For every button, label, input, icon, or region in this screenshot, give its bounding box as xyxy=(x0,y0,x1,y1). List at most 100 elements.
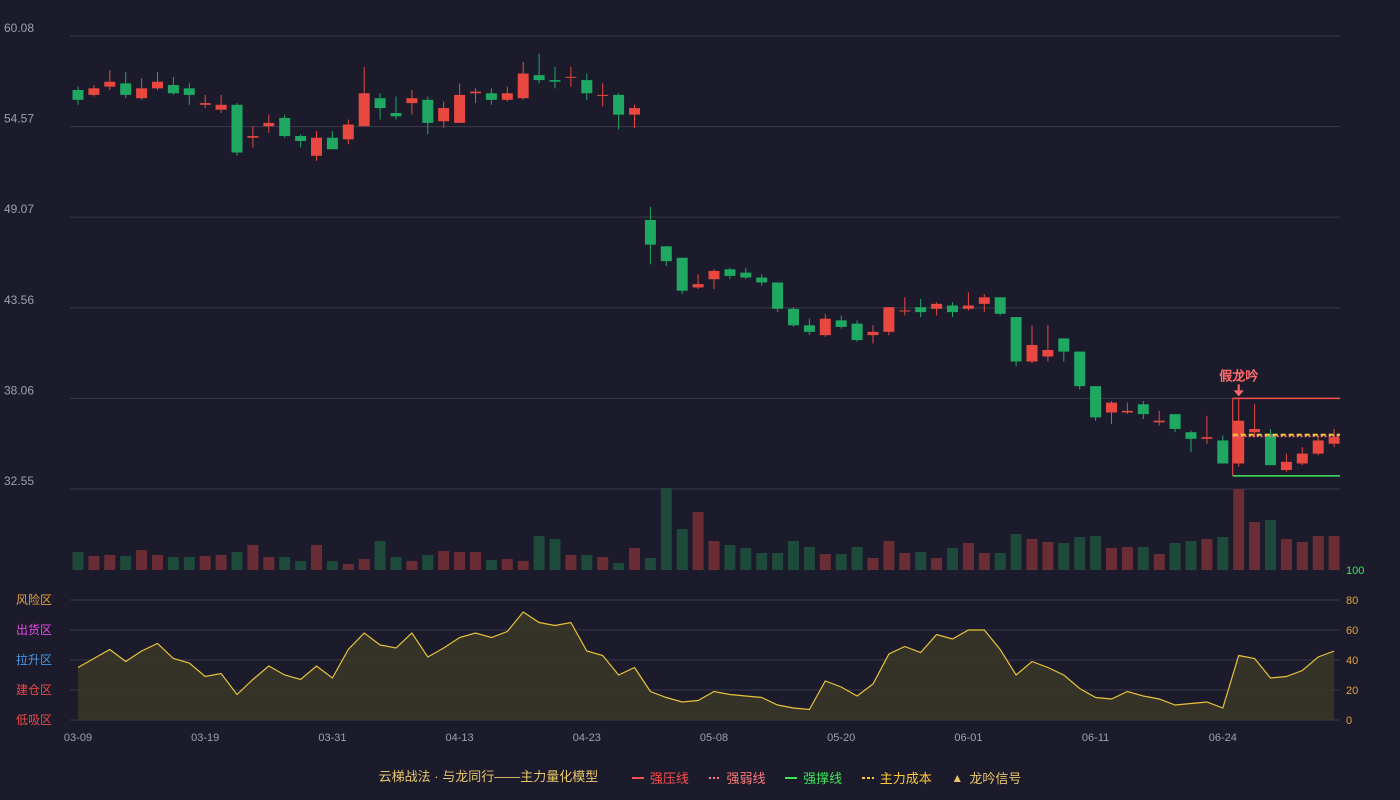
candle-body xyxy=(454,94,466,123)
candle-body xyxy=(1169,414,1181,429)
volume-bar xyxy=(533,536,545,570)
candle-body xyxy=(1296,453,1308,464)
zone-label: 出货区 xyxy=(16,622,52,637)
volume-bar xyxy=(1042,542,1054,570)
candle xyxy=(1201,415,1213,444)
candle xyxy=(978,294,990,313)
candle-body xyxy=(1312,440,1324,454)
price-tick-label: 60.08 xyxy=(4,21,34,35)
candle-body xyxy=(835,320,847,327)
volume-bar xyxy=(422,555,434,570)
candle xyxy=(1042,325,1054,362)
candle xyxy=(1169,414,1181,433)
volume-bar xyxy=(644,558,656,570)
volume-bar xyxy=(167,557,179,570)
volume-bar xyxy=(1217,537,1229,570)
candle xyxy=(788,307,799,327)
candle xyxy=(1058,338,1070,362)
candle-body xyxy=(199,103,211,105)
legend-item-main-cost[interactable]: 主力成本 xyxy=(861,768,932,787)
legend-item-support[interactable]: 强撑线 xyxy=(785,768,842,787)
candle-body xyxy=(883,307,895,332)
volume-bar xyxy=(342,564,354,570)
candle-body xyxy=(915,307,927,313)
volume-bar xyxy=(1201,539,1213,570)
candle-body xyxy=(1042,349,1054,357)
volume-bar xyxy=(454,552,466,570)
down-arrow-icon xyxy=(1233,390,1244,397)
candle xyxy=(565,66,577,87)
volume-bar xyxy=(629,548,640,570)
volume-bar xyxy=(708,541,720,570)
candle-body xyxy=(1185,432,1197,439)
candle-body xyxy=(263,122,275,127)
candle-body xyxy=(1233,420,1245,464)
candle-body xyxy=(183,88,195,95)
candle xyxy=(644,206,656,265)
volume-bar xyxy=(1265,520,1276,570)
volume-bar xyxy=(803,547,815,570)
candle xyxy=(183,83,195,105)
candle xyxy=(358,66,370,127)
volume-bar xyxy=(374,541,386,570)
strong-pressure-line-icon xyxy=(631,776,644,779)
volume-bar xyxy=(740,548,752,570)
x-tick-label: 04-23 xyxy=(573,732,601,744)
grid-layer xyxy=(70,35,1340,721)
volume-bar xyxy=(231,552,243,570)
candle xyxy=(1074,351,1086,390)
volume-bar xyxy=(962,543,974,570)
candle-body xyxy=(422,99,434,123)
volume-bar xyxy=(199,556,211,570)
candle xyxy=(1328,428,1340,448)
legend-item-strong-pressure[interactable]: 强压线 xyxy=(631,768,689,787)
legend-label-weak-pressure: 强弱线 xyxy=(726,771,766,787)
candle-body xyxy=(1137,404,1149,415)
candle xyxy=(1185,430,1197,452)
candle xyxy=(692,274,704,290)
candle xyxy=(279,114,291,138)
candle xyxy=(1026,325,1038,364)
volume-bar xyxy=(1026,539,1038,570)
candle xyxy=(772,282,784,313)
candle xyxy=(231,103,243,156)
candle-body xyxy=(899,310,911,312)
x-tick-label: 06-11 xyxy=(1082,732,1109,744)
volume-bar xyxy=(406,561,418,570)
candle-body xyxy=(88,88,100,95)
candle-body xyxy=(581,80,593,94)
indicator-layer xyxy=(77,611,1335,720)
candle-body xyxy=(72,89,84,100)
candle xyxy=(342,119,354,145)
candle-body xyxy=(231,104,243,153)
x-tick-label: 05-20 xyxy=(827,732,855,744)
volume-bar xyxy=(152,555,163,570)
candle-body xyxy=(660,246,672,262)
weak-pressure-line-icon xyxy=(708,776,721,779)
candle-body xyxy=(326,137,338,150)
candle-body xyxy=(533,75,545,81)
candle xyxy=(263,114,275,133)
legend-item-signal[interactable]: ▲ 龙吟信号 xyxy=(951,768,1021,787)
volume-bar xyxy=(947,548,958,570)
candle xyxy=(215,94,227,114)
candle-body xyxy=(629,108,640,115)
volume-bar xyxy=(485,560,497,570)
legend-item-weak-pressure[interactable]: 强弱线 xyxy=(708,768,766,787)
volume-bar xyxy=(1106,548,1117,570)
level-lines-layer xyxy=(1232,384,1340,477)
candle-body xyxy=(517,73,529,99)
candle-body xyxy=(438,108,450,122)
candle xyxy=(803,318,815,336)
support-line-icon xyxy=(785,776,798,779)
candle xyxy=(1090,386,1102,421)
candle xyxy=(533,53,545,84)
volume-bar xyxy=(756,553,768,570)
volume-bar xyxy=(581,555,593,570)
candle xyxy=(247,126,259,148)
volume-bar xyxy=(724,545,736,570)
candle xyxy=(295,134,307,148)
candle xyxy=(438,101,450,128)
legend-label-support: 强撑线 xyxy=(803,771,843,787)
volume-bar xyxy=(883,541,895,570)
